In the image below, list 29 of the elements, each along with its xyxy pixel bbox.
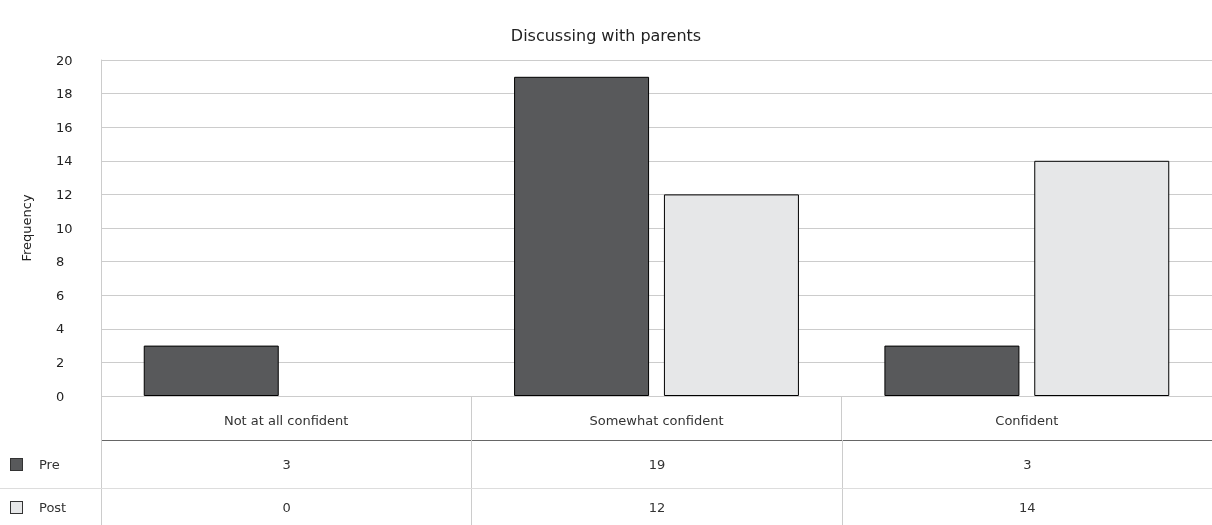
x-tick-label: Confident <box>995 413 1059 428</box>
legend-label: Post <box>39 500 67 515</box>
x-tick-label: Not at all confident <box>223 413 349 428</box>
y-tick-label: 12 <box>56 186 73 202</box>
data-label: 19 <box>471 440 842 488</box>
chart-title: Discussing with parents <box>510 25 702 45</box>
bar <box>514 76 650 396</box>
data-label: 3 <box>101 440 472 488</box>
bar <box>663 194 799 396</box>
data-label: 14 <box>841 489 1212 525</box>
y-tick-label: 2 <box>56 354 65 370</box>
bar <box>1034 160 1170 396</box>
data-label: 0 <box>101 489 472 525</box>
data-label: 3 <box>841 440 1212 488</box>
y-tick-label: 6 <box>56 287 65 303</box>
y-tick-label: 8 <box>56 254 65 270</box>
y-tick-label: 0 <box>56 388 65 404</box>
y-tick-label: 16 <box>56 119 73 135</box>
bar <box>884 345 1020 396</box>
y-tick-label: 10 <box>56 220 73 236</box>
y-tick-label: 4 <box>56 321 65 337</box>
y-tick-label: 18 <box>56 86 73 102</box>
y-axis-title: Frequency <box>19 194 34 262</box>
legend-label: Pre <box>39 456 60 472</box>
bar <box>143 345 279 396</box>
y-tick-label: 14 <box>56 153 73 169</box>
data-label: 12 <box>471 489 842 525</box>
x-tick-label: Somewhat confident <box>589 413 724 428</box>
y-tick-label: 20 <box>56 52 73 68</box>
